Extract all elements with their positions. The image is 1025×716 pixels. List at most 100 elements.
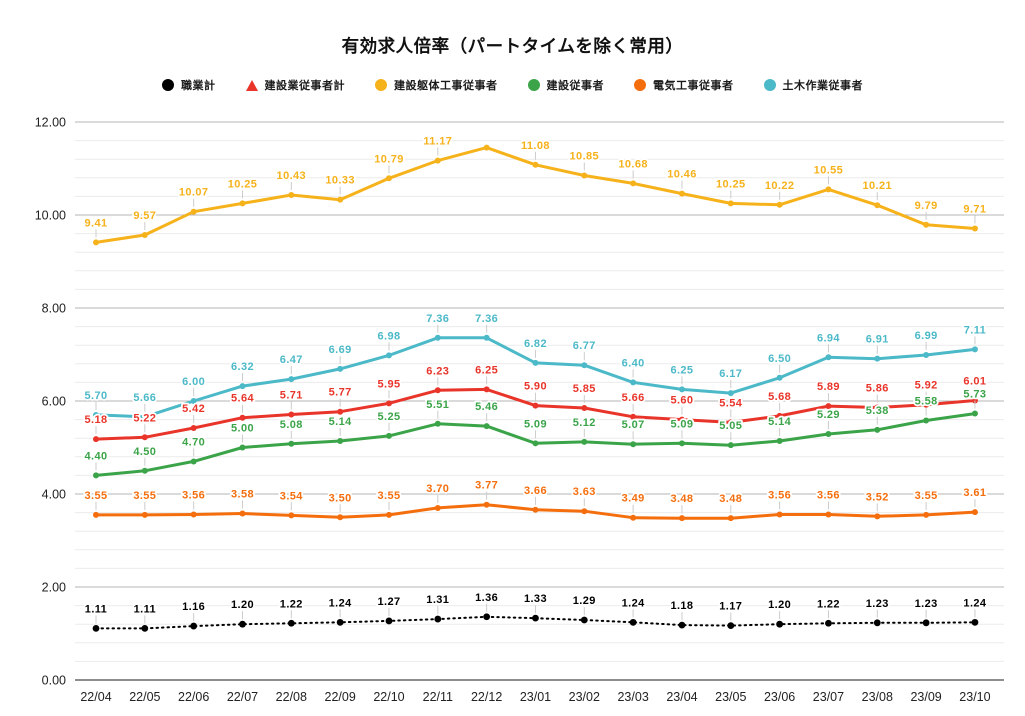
data-point[interactable] <box>532 440 539 447</box>
data-point[interactable] <box>190 458 197 465</box>
data-point[interactable] <box>727 390 734 397</box>
data-point[interactable] <box>434 504 441 511</box>
data-point[interactable] <box>678 621 686 629</box>
data-point[interactable] <box>825 431 832 438</box>
data-point[interactable] <box>580 616 588 624</box>
data-point[interactable] <box>776 620 784 628</box>
data-point[interactable] <box>971 397 978 404</box>
data-point[interactable] <box>923 221 930 228</box>
data-point[interactable] <box>385 352 392 359</box>
data-point[interactable] <box>93 411 99 418</box>
data-point[interactable] <box>93 472 99 479</box>
data-point[interactable] <box>922 619 930 627</box>
data-point[interactable] <box>776 412 783 419</box>
data-point[interactable] <box>581 172 588 179</box>
data-point[interactable] <box>141 511 148 518</box>
data-point[interactable] <box>483 423 490 430</box>
data-point[interactable] <box>288 440 295 447</box>
data-point[interactable] <box>434 387 441 394</box>
data-point[interactable] <box>337 437 344 444</box>
data-point[interactable] <box>190 398 197 404</box>
data-point[interactable] <box>874 404 881 411</box>
data-point[interactable] <box>678 515 685 522</box>
data-point[interactable] <box>825 186 832 193</box>
data-point[interactable] <box>337 365 344 372</box>
data-point[interactable] <box>532 614 539 622</box>
data-point[interactable] <box>434 420 441 427</box>
data-point[interactable] <box>923 511 930 518</box>
data-point[interactable] <box>385 400 392 407</box>
data-point[interactable] <box>874 513 881 520</box>
data-point[interactable] <box>825 619 832 627</box>
data-point[interactable] <box>678 416 685 423</box>
data-point[interactable] <box>141 231 148 238</box>
data-point[interactable] <box>825 403 832 410</box>
data-point[interactable] <box>923 417 930 424</box>
data-point[interactable] <box>630 514 637 521</box>
data-point[interactable] <box>581 404 588 411</box>
data-point[interactable] <box>337 408 344 415</box>
data-point[interactable] <box>93 436 99 443</box>
data-point[interactable] <box>873 619 881 627</box>
data-point[interactable] <box>727 622 735 629</box>
data-point[interactable] <box>532 402 539 409</box>
data-point[interactable] <box>630 379 637 386</box>
data-point[interactable] <box>385 432 392 439</box>
data-point[interactable] <box>483 386 490 393</box>
data-point[interactable] <box>727 515 734 522</box>
legend-item-電気工事従事者[interactable]: 電気工事従事者 <box>634 77 734 93</box>
data-point[interactable] <box>385 511 392 518</box>
data-point[interactable] <box>971 346 978 353</box>
legend-item-建設従事者[interactable]: 建設従事者 <box>527 77 605 93</box>
data-point[interactable] <box>239 414 246 421</box>
data-point[interactable] <box>385 175 392 182</box>
data-point[interactable] <box>92 624 100 632</box>
data-point[interactable] <box>923 351 930 358</box>
data-point[interactable] <box>727 442 734 449</box>
data-point[interactable] <box>971 225 978 232</box>
data-point[interactable] <box>581 438 588 445</box>
legend-item-建設躯体工事従事者[interactable]: 建設躯体工事従事者 <box>375 77 498 93</box>
data-point[interactable] <box>776 374 783 381</box>
data-point[interactable] <box>874 202 881 209</box>
data-point[interactable] <box>337 514 344 521</box>
data-point[interactable] <box>483 144 490 151</box>
data-point[interactable] <box>141 413 148 420</box>
data-point[interactable] <box>971 410 978 417</box>
data-point[interactable] <box>776 511 783 518</box>
legend-item-建設業従事者計[interactable]: 建設業従事者計 <box>245 77 346 93</box>
data-point[interactable] <box>141 434 148 441</box>
data-point[interactable] <box>239 620 246 628</box>
data-point[interactable] <box>288 192 295 199</box>
data-point[interactable] <box>337 196 344 203</box>
data-point[interactable] <box>630 441 637 448</box>
data-point[interactable] <box>581 508 588 515</box>
data-point[interactable] <box>483 334 490 341</box>
data-point[interactable] <box>434 157 441 164</box>
data-point[interactable] <box>190 511 197 518</box>
data-point[interactable] <box>239 444 246 451</box>
data-point[interactable] <box>93 511 99 518</box>
data-point[interactable] <box>727 200 734 207</box>
data-point[interactable] <box>141 624 149 632</box>
data-point[interactable] <box>190 622 198 630</box>
data-point[interactable] <box>532 359 539 366</box>
data-point[interactable] <box>141 467 148 474</box>
data-point[interactable] <box>825 354 832 361</box>
data-point[interactable] <box>678 190 685 197</box>
data-point[interactable] <box>385 617 393 625</box>
data-point[interactable] <box>239 510 246 517</box>
data-point[interactable] <box>678 386 685 393</box>
data-point[interactable] <box>190 424 197 431</box>
data-point[interactable] <box>288 411 295 418</box>
data-point[interactable] <box>923 401 930 408</box>
data-point[interactable] <box>874 426 881 433</box>
data-point[interactable] <box>532 506 539 513</box>
data-point[interactable] <box>825 511 832 518</box>
data-point[interactable] <box>93 239 99 246</box>
data-point[interactable] <box>629 618 637 626</box>
data-point[interactable] <box>239 383 246 390</box>
data-point[interactable] <box>971 509 978 516</box>
legend-item-土木作業従事者[interactable]: 土木作業従事者 <box>763 77 864 93</box>
data-point[interactable] <box>776 201 783 208</box>
